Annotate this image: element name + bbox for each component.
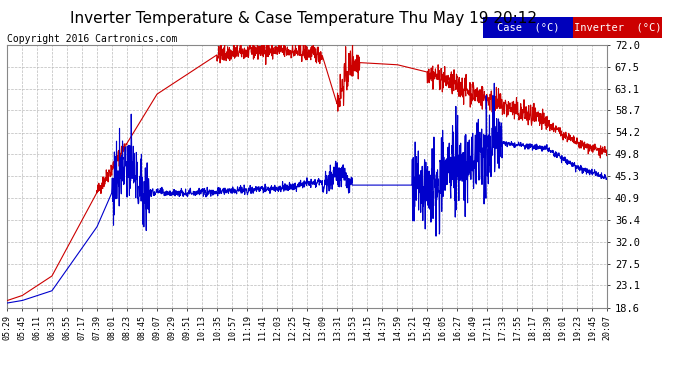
Text: Inverter Temperature & Case Temperature Thu May 19 20:12: Inverter Temperature & Case Temperature … bbox=[70, 11, 537, 26]
Text: Case  (°C): Case (°C) bbox=[497, 22, 559, 32]
Text: Inverter  (°C): Inverter (°C) bbox=[574, 22, 661, 32]
Text: Copyright 2016 Cartronics.com: Copyright 2016 Cartronics.com bbox=[7, 34, 177, 44]
